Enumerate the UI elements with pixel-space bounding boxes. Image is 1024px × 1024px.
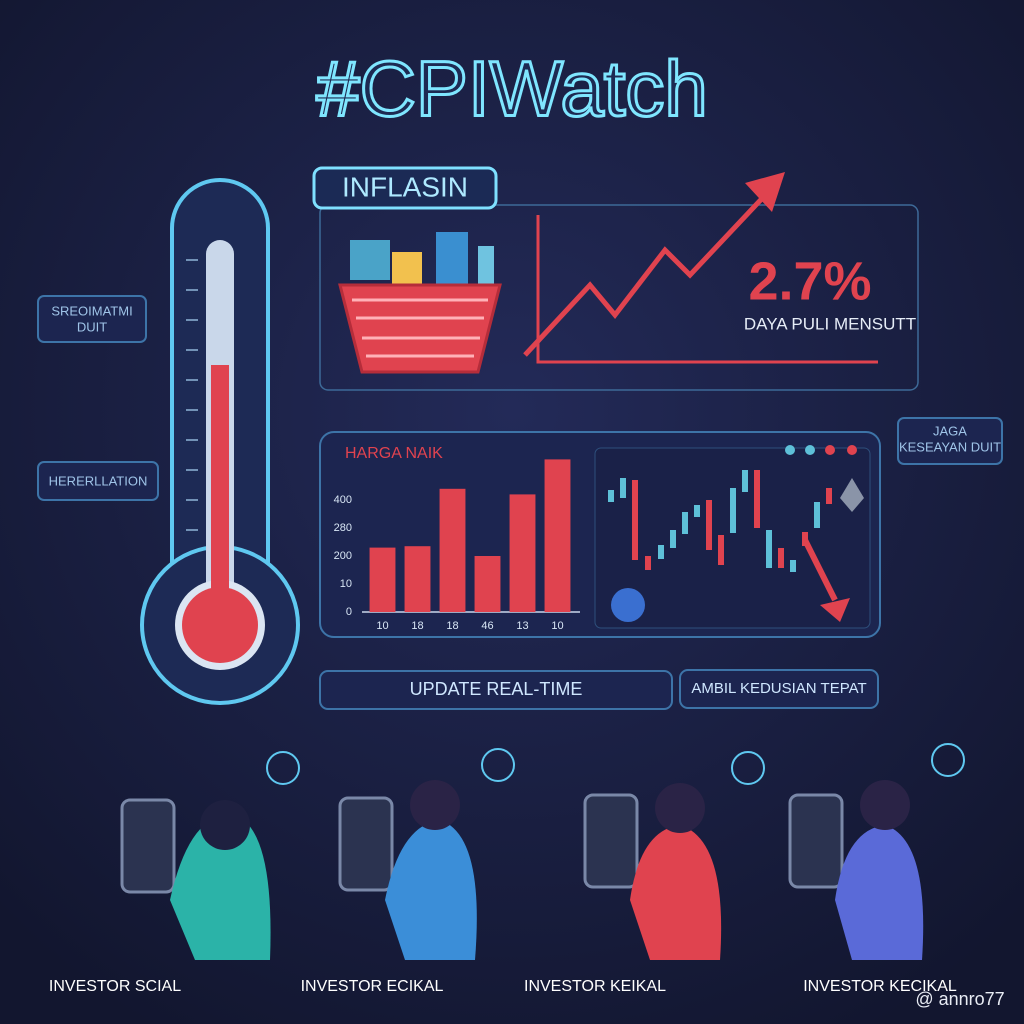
y-tick-label: 10	[340, 578, 352, 590]
side-label: SREOIMATMI	[51, 303, 132, 318]
investor-caption: INVESTOR SCIAL	[49, 978, 181, 995]
y-tick-label: 400	[334, 494, 352, 506]
inflation-caption: DAYA PULI MENSUTT	[744, 314, 916, 333]
thermometer-ticks	[186, 259, 198, 531]
investors-art	[120, 743, 965, 960]
side-label: KESEAYAN DUIT	[899, 439, 1001, 454]
investor-caption: INVESTOR ECIKAL	[301, 978, 444, 995]
watermark: @ annro77	[915, 989, 1004, 1009]
bar	[439, 488, 466, 612]
decision-button[interactable]	[679, 669, 879, 709]
x-tick-label: 18	[446, 620, 458, 632]
trend-arrow-head	[745, 172, 785, 212]
trend-axes	[536, 215, 878, 364]
x-tick-label: 46	[481, 620, 493, 632]
side-label-box	[897, 417, 1003, 465]
side-label-box	[37, 461, 159, 501]
chart-title: HARGA NAIK	[345, 445, 443, 462]
side-label: HERERLLATION	[49, 473, 148, 488]
side-label: DUIT	[77, 319, 107, 334]
inflation-label-box	[312, 166, 498, 210]
side-label: JAGA	[933, 423, 967, 438]
update-label[interactable]: UPDATE REAL-TIME	[410, 679, 583, 699]
inflation-rate: 2.7%	[748, 251, 871, 311]
inflation-panel	[319, 204, 919, 391]
bar	[369, 547, 396, 612]
x-tick-label: 10	[376, 620, 388, 632]
trend-arrow	[523, 188, 772, 357]
investor-caption: INVESTOR KEIKAL	[524, 978, 666, 995]
inflation-label: INFLASIN	[342, 171, 468, 202]
candlesticks	[608, 445, 864, 622]
side-label-box	[37, 295, 147, 343]
x-tick-label: 18	[411, 620, 423, 632]
y-tick-label: 200	[334, 550, 352, 562]
decision-label[interactable]: AMBIL KEDUSIAN TEPAT	[691, 680, 866, 697]
bar	[404, 546, 431, 612]
y-tick-label: 0	[346, 606, 352, 618]
bar	[474, 556, 501, 612]
y-tick-label: 280	[334, 522, 352, 534]
investor-caption: INVESTOR KECIKAL	[803, 978, 957, 995]
thermometer	[140, 178, 300, 705]
bar	[509, 494, 536, 612]
candle-panel	[594, 447, 871, 629]
x-tick-label: 13	[516, 620, 528, 632]
basket	[338, 232, 502, 374]
update-button[interactable]	[319, 670, 673, 710]
x-tick-label: 10	[551, 620, 563, 632]
title: #CPIWatch	[316, 45, 708, 133]
bar	[544, 459, 571, 612]
